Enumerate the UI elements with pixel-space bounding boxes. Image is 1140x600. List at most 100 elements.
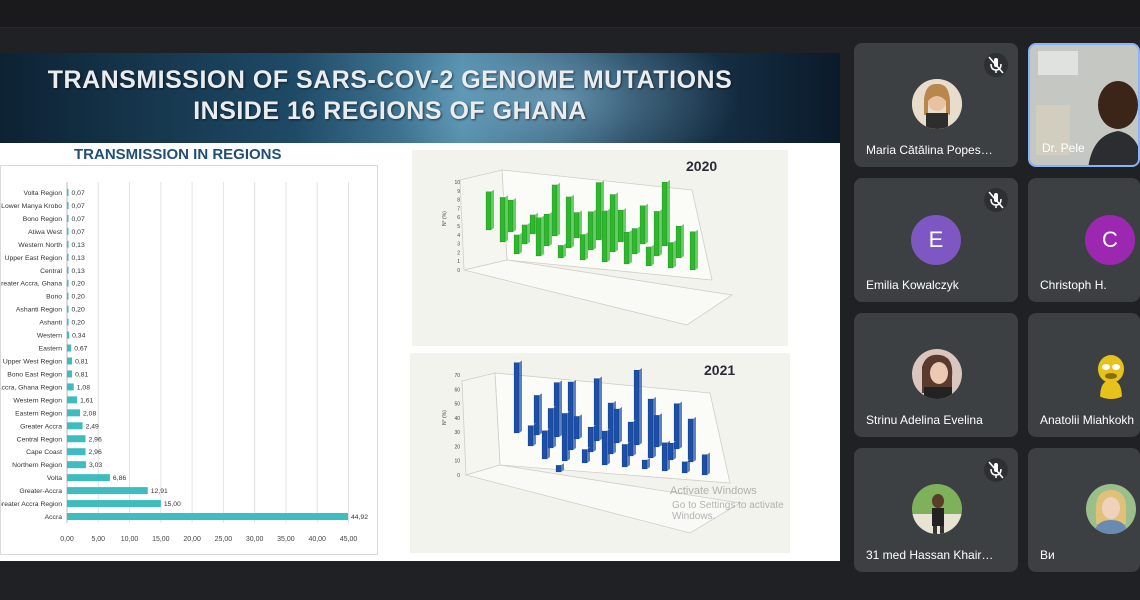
bar-3d: [667, 240, 676, 269]
participant-tile[interactable]: Strinu Adelina Evelina: [854, 313, 1018, 437]
bar-value-label: 2,49: [86, 423, 99, 430]
bar-top: [610, 192, 618, 195]
bar-face: [653, 211, 660, 257]
bar: [67, 292, 69, 300]
bar-face: [595, 182, 602, 241]
bar-side: [505, 195, 508, 242]
z-tick-label: 70: [454, 373, 460, 379]
bar-3d: [513, 232, 522, 255]
bar-top: [500, 195, 508, 198]
bar: [67, 435, 86, 443]
x-tick-label: 25,00: [215, 536, 233, 543]
bar: [67, 513, 348, 521]
slide-title-line1: TRANSMISSION OF SARS-COV-2 GENOME MUTATI…: [47, 66, 733, 94]
participant-tile[interactable]: Anatolii Miahkokh: [1028, 313, 1140, 437]
participant-tile[interactable]: C Christoph H.: [1028, 178, 1140, 302]
bar-top: [528, 423, 536, 426]
bar-face: [587, 211, 594, 251]
bar: [67, 253, 69, 261]
bar: [67, 370, 73, 378]
participant-tile-active-speaker[interactable]: Dr. Pele: [1028, 43, 1140, 167]
bar-side: [513, 198, 516, 232]
bar-3d: [621, 442, 630, 468]
z-tick-label: 1: [457, 259, 460, 265]
bar-side: [615, 192, 618, 252]
bar-value-label: 0,81: [75, 358, 88, 365]
category-label: Central Region: [17, 436, 63, 443]
category-label: Bono East Region: [7, 371, 62, 378]
z-tick-label: 7: [457, 206, 460, 212]
bar-side: [613, 400, 616, 454]
bar-side: [681, 224, 684, 258]
bar-3d: [565, 194, 574, 249]
bar-top: [508, 198, 516, 200]
bar-top: [674, 401, 682, 404]
bar-top: [690, 229, 698, 232]
bar-side: [693, 416, 696, 462]
bar-face: [647, 398, 654, 459]
bar-face: [551, 184, 558, 237]
bar-side: [651, 244, 654, 266]
chart-2021-panel: 0 10 20 30 40 50 60 70 N° (%) 2021 Activate Wind…: [410, 353, 790, 553]
bar-face: [689, 231, 696, 271]
bar-3d: [535, 215, 544, 257]
bar-side: [599, 376, 602, 441]
bar-side: [567, 411, 570, 461]
bar-3d: [551, 182, 560, 237]
slide-title: TRANSMISSION OF SARS-COV-2 GENOME MUTATI…: [0, 65, 780, 127]
z-tick-label: 8: [457, 198, 460, 204]
bar-value-label: 0,07: [72, 229, 85, 236]
bar-value-label: 0,07: [72, 203, 85, 210]
bar-3d: [557, 243, 566, 259]
bar-3d: [687, 416, 696, 463]
participant-tile[interactable]: Maria Cătălina Popes…: [854, 43, 1018, 167]
bar-top: [530, 212, 538, 215]
bar-side: [687, 459, 690, 473]
bar-side: [695, 229, 698, 270]
bar: [67, 266, 69, 274]
participant-tile[interactable]: Ви: [1028, 448, 1140, 572]
plot-floor: [463, 259, 734, 326]
slide-banner: TRANSMISSION OF SARS-COV-2 GENOME MUTATI…: [0, 53, 840, 143]
category-label: Bono Region: [23, 216, 63, 223]
bar-side: [559, 380, 562, 437]
bar-face: [527, 425, 534, 447]
bar-side: [637, 226, 640, 254]
bar-top: [554, 380, 562, 383]
bar-side: [571, 194, 574, 248]
bar-3d: [521, 222, 530, 245]
bar-3d: [627, 419, 636, 457]
bar-value-label: 1,08: [77, 384, 90, 391]
bar-side: [667, 440, 670, 471]
bar-value-label: 0,20: [72, 307, 85, 314]
bar-face: [681, 461, 688, 474]
bar-3d: [647, 396, 656, 459]
bar-side: [667, 180, 670, 246]
bar-face: [621, 444, 628, 468]
participant-tile[interactable]: 31 med Hassan Khair…: [854, 448, 1018, 572]
bar-side: [607, 428, 610, 465]
z-tick-label: 50: [454, 402, 460, 408]
bar: [67, 305, 69, 313]
category-label: Northern Region: [12, 462, 62, 469]
category-label: Volta Region: [23, 190, 62, 197]
bar-side: [541, 215, 544, 256]
chart-2020-panel: 0 1 2 3 4 5 6 7 8 9 10 N° (%) 2020: [412, 150, 788, 346]
category-label: Central: [40, 268, 62, 275]
z-tick-label: 9: [457, 189, 460, 195]
bar-side: [539, 393, 542, 435]
bar-top: [588, 425, 596, 427]
bar-3d: [499, 195, 508, 243]
bar-top: [618, 208, 626, 210]
z-tick-label: 0: [457, 473, 460, 479]
participant-tile[interactable]: E Emilia Kowalczyk: [854, 178, 1018, 302]
bar-side: [491, 189, 494, 230]
bar-3d: [541, 428, 550, 460]
bar-top: [602, 208, 610, 211]
bar-side: [627, 442, 630, 467]
z-tick-label: 40: [454, 416, 460, 422]
avatar: C: [1085, 215, 1135, 265]
bar-face: [535, 217, 542, 257]
bar-top: [624, 230, 632, 232]
bar-face: [485, 191, 492, 231]
